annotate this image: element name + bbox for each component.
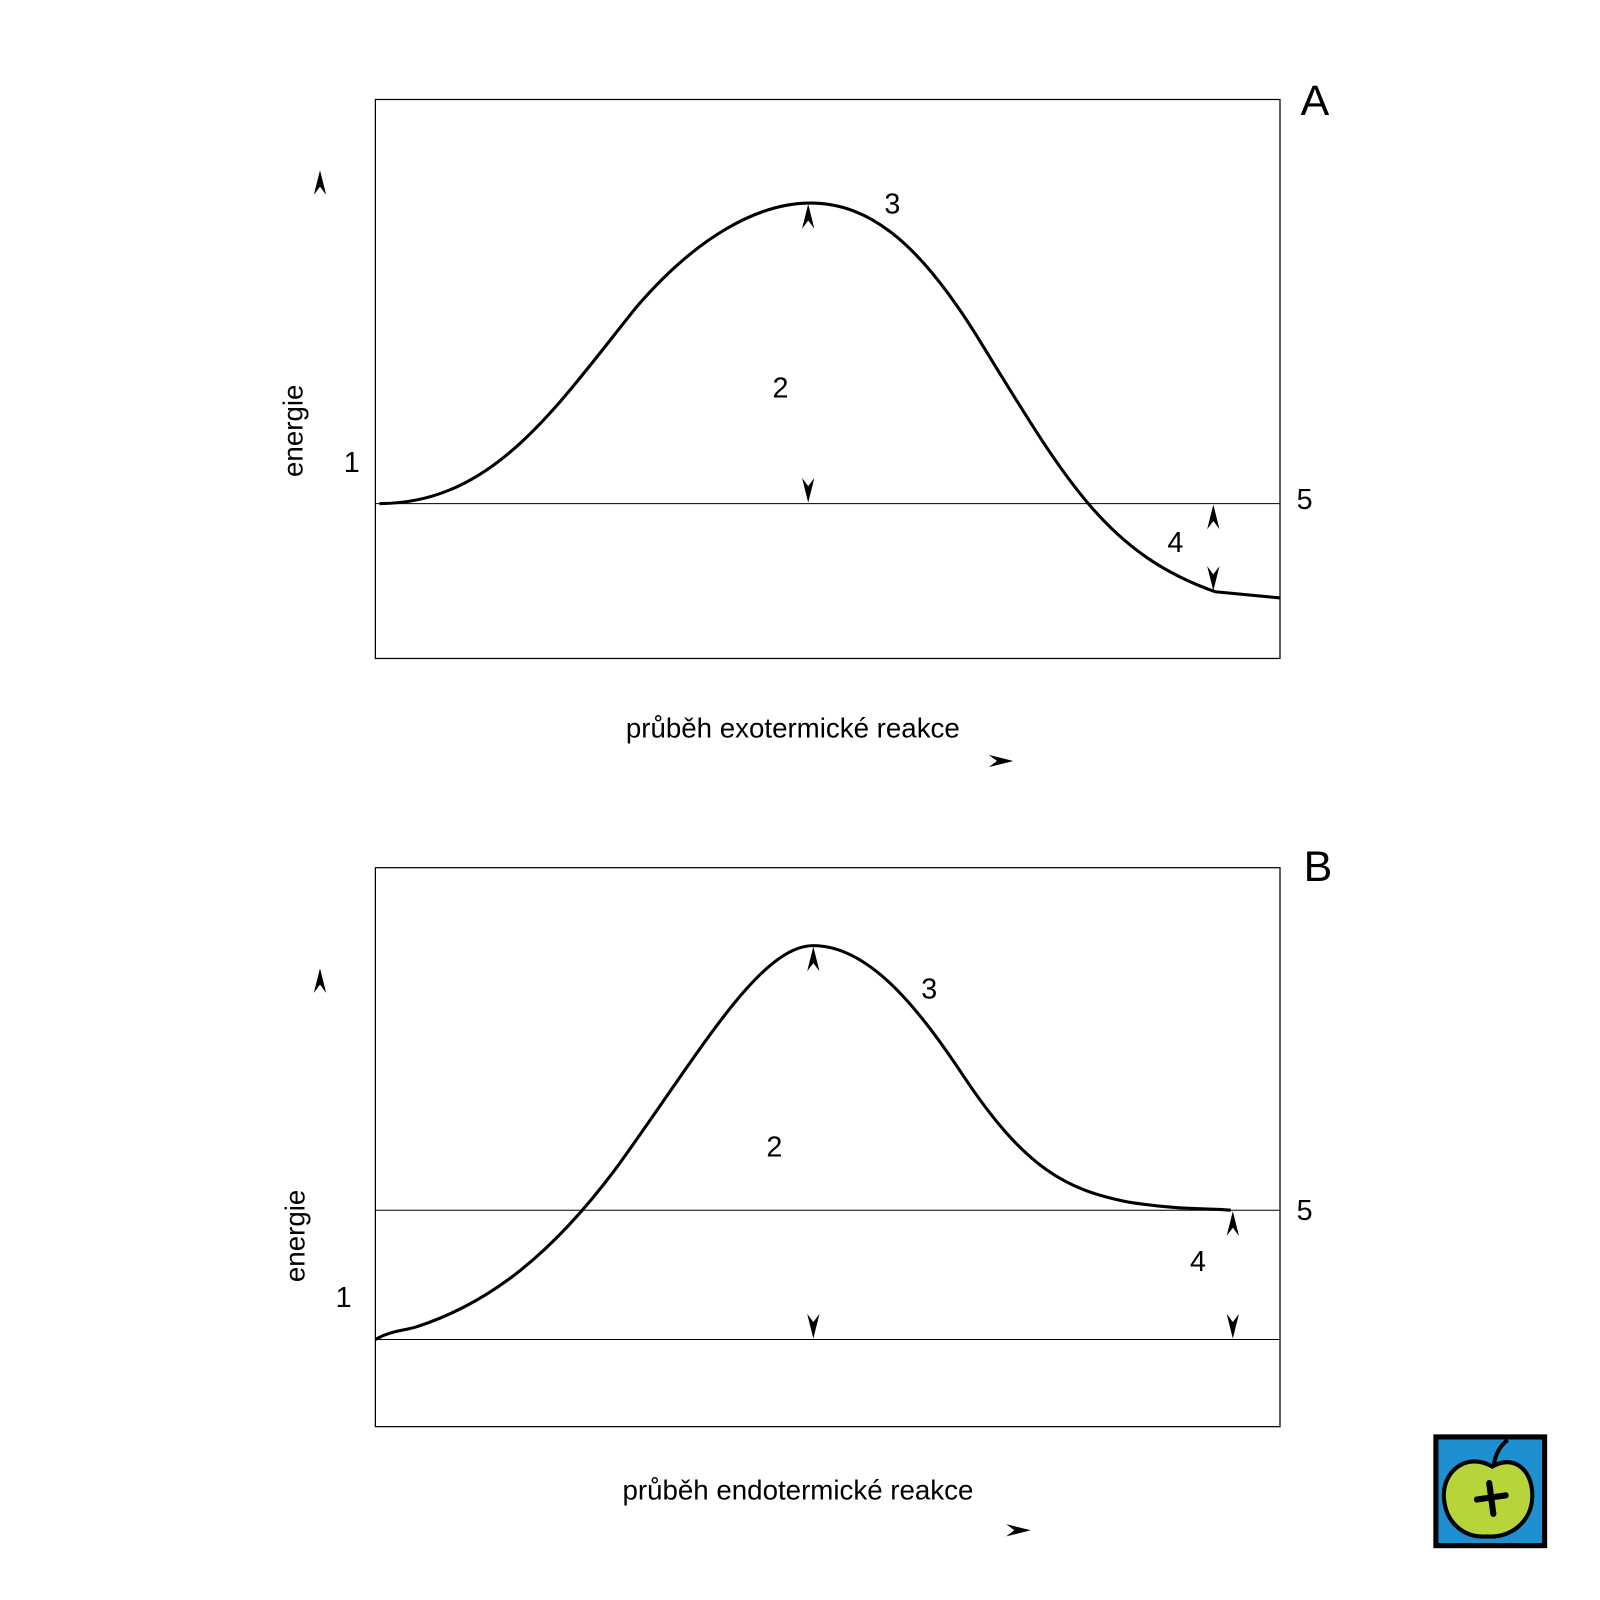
marker: 4 [1190,1246,1206,1278]
marker: 1 [344,447,360,479]
arrow [1226,1313,1239,1339]
y-label: energie [278,385,309,477]
arrow [802,204,815,229]
marker: 5 [1297,1195,1313,1227]
marker: 2 [766,1131,782,1163]
x-label: průběh endotermické reakce [622,1475,973,1506]
y-label: energie [280,1190,311,1282]
marker: 4 [1167,527,1183,559]
energy-curve [379,201,1281,600]
frame [374,98,1281,660]
panel-letter: A [1301,77,1330,125]
y-axis-arrow [313,968,327,993]
arrow [1207,504,1220,530]
panel-b: B energie průběh endotermické reakce 1 2… [280,843,1333,1537]
arrow [807,1313,820,1339]
frame [374,867,1281,1428]
marker: 2 [773,372,789,404]
logo [1433,1434,1548,1549]
arrow [802,477,815,503]
arrow [1207,566,1220,591]
panel-a: A energie průběh exotermické reakce 1 2 … [278,77,1330,768]
x-axis-arrow [1006,1524,1031,1537]
marker: 1 [336,1282,352,1314]
marker: 3 [884,189,900,221]
arrow [807,946,820,972]
panel-letter: B [1304,843,1333,891]
marker: 5 [1297,484,1313,516]
x-label: průběh exotermické reakce [626,713,960,744]
arrow [1226,1211,1239,1236]
marker: 3 [921,973,937,1005]
y-axis-arrow [313,170,327,195]
x-axis-arrow [988,754,1014,768]
energy-curve [374,944,1231,1341]
